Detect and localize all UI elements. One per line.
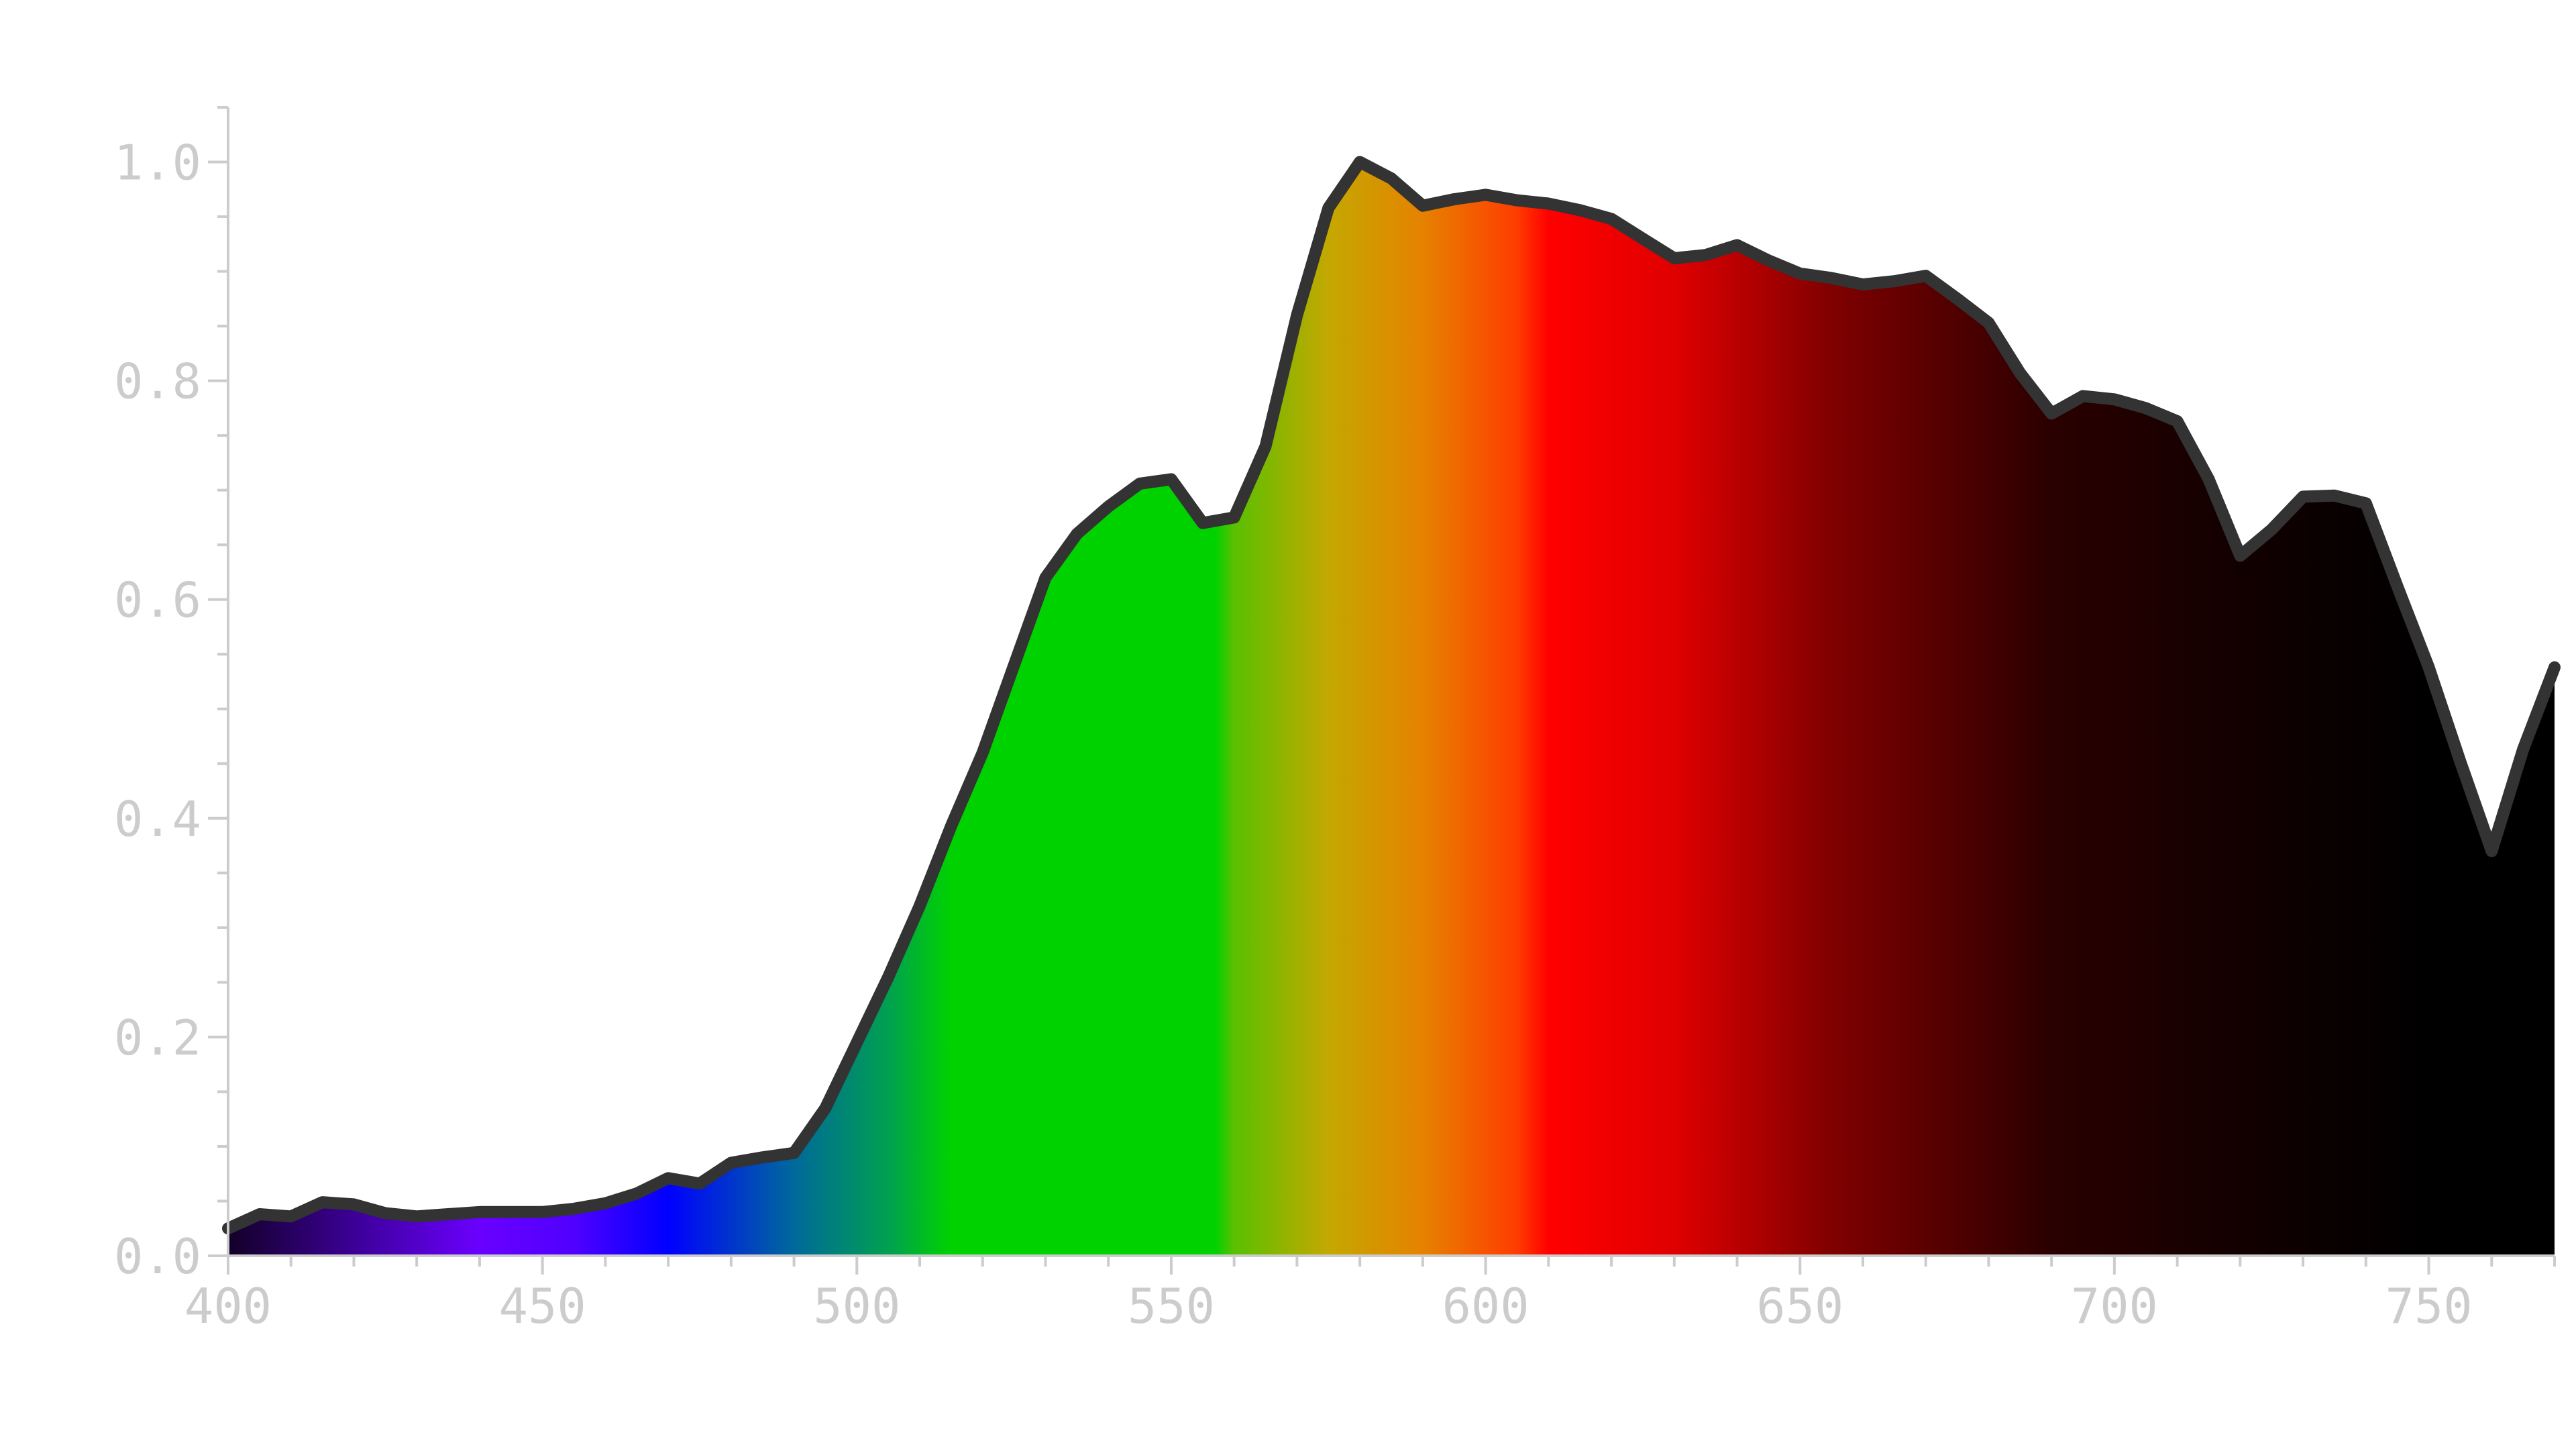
x-tick-label: 550 [1128, 1278, 1215, 1334]
spectrum-area-fill [228, 162, 2555, 1256]
x-tick-label: 750 [2385, 1278, 2473, 1334]
x-tick-label: 700 [2071, 1278, 2158, 1334]
y-axis: 0.0 0.2 0.4 0.6 0.8 1.0 [114, 106, 229, 1285]
y-tick-label: 0.0 [114, 1228, 201, 1285]
x-tick-label: 500 [813, 1278, 900, 1334]
x-tick-label: 400 [184, 1278, 272, 1334]
series-line [222, 156, 2561, 1235]
y-tick-label: 0.6 [114, 572, 201, 629]
y-tick-label: 0.2 [114, 1010, 201, 1066]
y-tick-label: 0.8 [114, 354, 201, 410]
x-tick-label: 450 [499, 1278, 586, 1334]
y-tick-label: 1.0 [114, 135, 201, 191]
x-axis: 400 450 500 550 600 650 700 750 [184, 1254, 2556, 1334]
y-tick-label: 0.4 [114, 791, 201, 847]
x-tick-label: 650 [1756, 1278, 1843, 1334]
x-tick-label: 600 [1442, 1278, 1529, 1334]
plot-area [222, 156, 2561, 1256]
